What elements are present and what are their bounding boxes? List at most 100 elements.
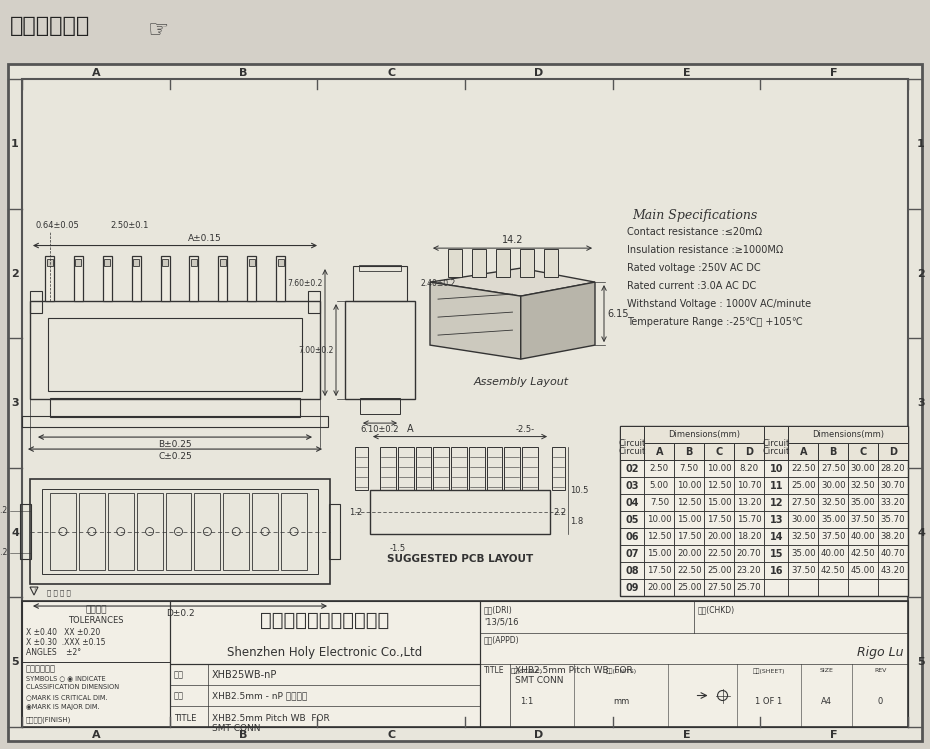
Bar xyxy=(355,446,368,491)
Bar xyxy=(789,579,818,596)
Bar xyxy=(30,300,320,399)
Text: 12: 12 xyxy=(769,497,783,508)
Text: Dimensions(mm): Dimensions(mm) xyxy=(812,430,884,439)
Text: 10: 10 xyxy=(769,464,783,473)
Text: 1 OF 1: 1 OF 1 xyxy=(755,697,782,706)
Text: 1: 1 xyxy=(11,139,19,149)
Text: 一般公差: 一般公差 xyxy=(86,605,107,614)
Bar xyxy=(644,494,674,511)
Text: XHB25WB-nP: XHB25WB-nP xyxy=(212,670,277,680)
Text: 06: 06 xyxy=(626,532,639,542)
Text: 22.50: 22.50 xyxy=(707,549,732,558)
Text: Main Specifications: Main Specifications xyxy=(632,209,757,222)
Text: SUGGESTED PCB LAYOUT: SUGGESTED PCB LAYOUT xyxy=(387,554,533,564)
Bar xyxy=(848,545,878,562)
Text: 2.50: 2.50 xyxy=(650,464,669,473)
Bar xyxy=(520,249,534,277)
Bar xyxy=(674,562,704,579)
Text: 4: 4 xyxy=(11,527,19,538)
Bar xyxy=(878,528,908,545)
Text: C: C xyxy=(859,446,867,457)
Text: 17.50: 17.50 xyxy=(647,566,671,575)
Text: C: C xyxy=(387,68,395,78)
Bar xyxy=(194,493,220,570)
Text: 03: 03 xyxy=(626,481,639,491)
Text: 制图(DRI): 制图(DRI) xyxy=(484,605,512,614)
Text: A: A xyxy=(800,446,807,457)
Bar xyxy=(818,494,848,511)
Bar xyxy=(644,545,674,562)
Polygon shape xyxy=(521,282,595,359)
Bar xyxy=(704,579,734,596)
Text: 40.00: 40.00 xyxy=(851,532,875,541)
Bar xyxy=(620,545,644,562)
Bar xyxy=(674,460,704,477)
Text: 20.00: 20.00 xyxy=(707,532,732,541)
Text: 37.50: 37.50 xyxy=(791,566,816,575)
Text: Assembly Layout: Assembly Layout xyxy=(473,377,568,387)
Text: B: B xyxy=(239,68,247,78)
Bar xyxy=(878,562,908,579)
Text: 37.50: 37.50 xyxy=(821,532,845,541)
Text: '13/5/16: '13/5/16 xyxy=(484,617,519,626)
Text: 15.00: 15.00 xyxy=(677,515,701,524)
Bar xyxy=(848,511,878,528)
Bar xyxy=(674,477,704,494)
Bar xyxy=(73,255,83,300)
Bar xyxy=(764,426,789,443)
Text: 8.20: 8.20 xyxy=(739,464,759,473)
Text: 5: 5 xyxy=(917,657,924,667)
Text: TITLE: TITLE xyxy=(484,666,504,675)
Bar xyxy=(674,511,704,528)
Bar xyxy=(22,416,328,427)
Bar xyxy=(161,255,169,300)
Bar xyxy=(45,255,54,300)
Text: 37.50: 37.50 xyxy=(851,515,875,524)
Text: 42.50: 42.50 xyxy=(851,549,875,558)
Text: 35.00: 35.00 xyxy=(821,515,845,524)
Bar xyxy=(704,545,734,562)
Bar xyxy=(764,562,789,579)
Bar xyxy=(878,494,908,511)
Bar xyxy=(620,494,644,511)
Bar xyxy=(75,258,82,266)
Text: 4.22±0.2: 4.22±0.2 xyxy=(0,506,8,515)
Text: 32.50: 32.50 xyxy=(791,532,816,541)
Bar xyxy=(620,562,644,579)
Text: Circuit: Circuit xyxy=(763,439,790,448)
Bar xyxy=(247,255,257,300)
Bar xyxy=(789,460,818,477)
Bar xyxy=(281,493,307,570)
Text: A: A xyxy=(91,730,100,740)
Text: C±0.25: C±0.25 xyxy=(158,452,192,461)
Bar xyxy=(644,443,674,460)
Bar xyxy=(789,528,818,545)
Text: 12.50: 12.50 xyxy=(647,532,671,541)
Text: 38.20: 38.20 xyxy=(881,532,906,541)
Bar xyxy=(276,255,286,300)
Bar xyxy=(764,494,789,511)
Text: Contact resistance :≤20mΩ: Contact resistance :≤20mΩ xyxy=(627,227,762,237)
Text: 30.00: 30.00 xyxy=(851,464,875,473)
Text: X ±0.30  .XXX ±0.15: X ±0.30 .XXX ±0.15 xyxy=(26,638,105,647)
Bar xyxy=(162,258,168,266)
Text: 6.10±0.2: 6.10±0.2 xyxy=(361,425,399,434)
Text: Shenzhen Holy Electronic Co.,Ltd: Shenzhen Holy Electronic Co.,Ltd xyxy=(227,646,422,659)
Bar xyxy=(848,528,878,545)
Bar xyxy=(734,528,764,545)
Text: Circuit: Circuit xyxy=(618,439,645,448)
Bar xyxy=(764,460,789,477)
Bar xyxy=(818,460,848,477)
Bar xyxy=(620,443,644,460)
Text: 15.00: 15.00 xyxy=(647,549,671,558)
Text: 制 作 图 章: 制 作 图 章 xyxy=(47,589,71,596)
Bar xyxy=(108,493,134,570)
Bar xyxy=(848,562,878,579)
Bar xyxy=(818,511,848,528)
Text: 10.00: 10.00 xyxy=(677,481,701,490)
Text: 0.64±0.05: 0.64±0.05 xyxy=(35,220,79,229)
Text: 单位(UNITS): 单位(UNITS) xyxy=(605,668,637,673)
Bar xyxy=(674,528,704,545)
Text: 22.50: 22.50 xyxy=(677,566,701,575)
Text: 28.20: 28.20 xyxy=(881,464,906,473)
